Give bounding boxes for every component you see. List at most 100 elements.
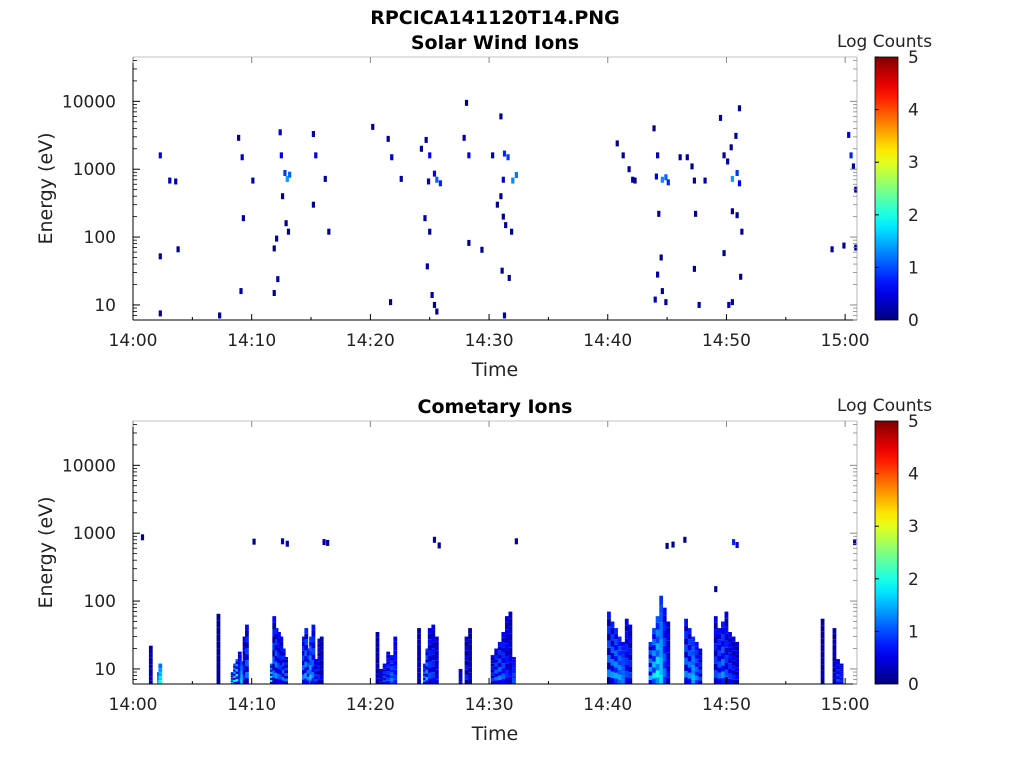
heatmap-cell xyxy=(735,662,740,668)
heatmap-cell xyxy=(724,647,729,656)
heatmap-cell xyxy=(666,652,671,660)
heatmap-cell xyxy=(607,611,611,619)
heatmap-cell xyxy=(216,648,221,656)
heatmap-cell xyxy=(839,677,844,680)
heatmap-cell xyxy=(464,636,469,642)
heatmap-cell xyxy=(655,643,660,651)
heatmap-cell xyxy=(693,210,698,217)
heatmap-cell xyxy=(434,646,439,651)
heatmap-cell xyxy=(423,675,427,678)
heatmap-cells xyxy=(140,534,857,685)
heatmap-cell xyxy=(389,678,394,682)
heatmap-cell xyxy=(269,667,274,670)
heatmap-cell xyxy=(724,655,729,663)
heatmap-cell xyxy=(269,673,274,676)
y-tick-label: 10000 xyxy=(62,456,116,476)
heatmap-cell xyxy=(648,671,653,676)
heatmap-cell xyxy=(607,640,611,648)
heatmap-cell xyxy=(839,675,844,678)
heatmap-cell xyxy=(839,673,844,676)
heatmap-cell xyxy=(274,656,279,662)
heatmap-cell xyxy=(687,667,692,673)
heatmap-cell xyxy=(306,680,311,684)
heatmap-cell xyxy=(309,660,313,666)
y-tick-label: 10000 xyxy=(62,92,116,112)
heatmap-cell xyxy=(728,637,732,643)
heatmap-cell xyxy=(309,636,313,642)
heatmap-cell xyxy=(659,631,664,640)
heatmap-cell xyxy=(235,679,240,682)
heatmap-cell xyxy=(379,671,383,674)
heatmap-cell xyxy=(306,676,311,681)
heatmap-cell xyxy=(313,679,318,682)
heatmap-cell xyxy=(158,673,163,676)
heatmap-cell xyxy=(276,276,280,283)
heatmap-cell xyxy=(430,292,434,299)
heatmap-cell xyxy=(272,245,276,252)
heatmap-cell xyxy=(610,627,615,635)
heatmap-cell xyxy=(319,660,324,666)
heatmap-cell xyxy=(832,672,837,679)
heatmap-cell xyxy=(726,158,730,165)
heatmap-cell xyxy=(309,655,313,661)
heatmap-cell xyxy=(739,273,743,280)
heatmap-cell xyxy=(389,663,394,667)
heatmap-cell xyxy=(610,665,615,672)
heatmap-cell xyxy=(319,669,324,675)
heatmap-cell xyxy=(274,672,279,679)
heatmap-cell xyxy=(431,636,436,643)
heatmap-cell xyxy=(317,665,322,671)
heatmap-cell xyxy=(389,675,394,679)
heatmap-cell xyxy=(389,660,394,664)
heatmap-cell xyxy=(731,650,736,656)
heatmap-cell xyxy=(720,646,725,653)
heatmap-cell xyxy=(311,654,316,661)
heatmap-cell xyxy=(504,670,509,678)
heatmap-cell xyxy=(508,611,513,619)
heatmap-cell xyxy=(233,663,237,666)
heatmap-cell xyxy=(280,538,285,545)
heatmap-cell xyxy=(836,681,840,684)
heatmap-cell xyxy=(692,177,696,184)
heatmap-cell xyxy=(458,679,463,681)
heatmap-cell xyxy=(423,673,427,676)
heatmap-cell xyxy=(216,641,221,649)
colorbar-tick-label: 2 xyxy=(908,206,919,226)
heatmap-cell xyxy=(281,669,286,674)
panel-title: Solar Wind Ions xyxy=(411,32,579,54)
heatmap-cell xyxy=(713,643,718,651)
x-tick-label: 14:20 xyxy=(346,695,395,715)
heatmap-cell xyxy=(319,646,324,651)
heatmap-cell xyxy=(233,671,237,674)
heatmap-cell xyxy=(687,661,692,668)
heatmap-cell xyxy=(648,646,653,651)
heatmap-cell xyxy=(389,655,394,658)
heatmap-cell xyxy=(438,180,443,187)
heatmap-cell xyxy=(662,645,667,654)
heatmap-cell xyxy=(245,624,249,631)
heatmap-cell xyxy=(724,633,729,641)
heatmap-cell xyxy=(425,673,430,677)
heatmap-cell xyxy=(311,660,316,667)
heatmap-cell xyxy=(659,622,664,632)
heatmap-cell xyxy=(624,631,629,639)
heatmap-cell xyxy=(698,648,703,653)
heatmap-cell xyxy=(617,655,622,661)
heatmap-cell xyxy=(468,656,472,662)
heatmap-cell xyxy=(425,655,430,660)
heatmap-cell xyxy=(722,152,726,159)
heatmap-cell xyxy=(431,642,436,649)
heatmap-cell xyxy=(311,624,316,631)
heatmap-cell xyxy=(277,642,281,648)
heatmap-cell xyxy=(245,642,249,649)
heatmap-cell xyxy=(283,169,287,176)
heatmap-cell xyxy=(501,678,506,684)
heatmap-cell xyxy=(720,634,725,641)
heatmap-cell xyxy=(382,681,387,684)
heatmap-cell xyxy=(281,659,286,663)
heatmap-cell xyxy=(464,646,469,651)
colorbar xyxy=(874,56,899,321)
heatmap-cell xyxy=(148,661,153,665)
heatmap-cell xyxy=(607,633,611,641)
heatmap-cell xyxy=(687,628,692,634)
